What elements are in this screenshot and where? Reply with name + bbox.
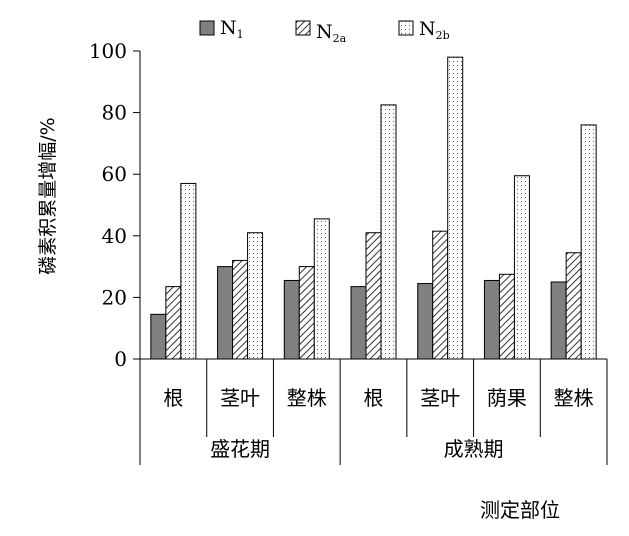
bar-n2a-3 [298,266,315,360]
y-ticks: 0 20 40 60 80 100 [89,39,140,371]
x-category-label: 整株 [554,386,594,410]
bar-n2a-5 [432,230,449,360]
bar-n2a-2 [232,259,249,360]
svg-text:N2a: N2a [316,21,347,45]
y-tick-label: 100 [89,39,127,63]
x-category-label: 根 [364,386,384,410]
bars [150,56,597,360]
bar-n1-7 [550,281,567,360]
x-axis: 根 茎叶 整株 根 茎叶 荫果 整株 盛花期 成熟期 [139,358,608,465]
legend-label-n2b: N [419,18,436,40]
x-group-label: 盛花期 [210,437,270,461]
legend-swatch-n2b [398,20,414,36]
x-group-labels: 盛花期 成熟期 [210,437,504,461]
legend-sub-n1: 1 [237,28,244,41]
legend-sub-n2a: 2a [333,32,347,45]
x-category-labels: 根 茎叶 整株 根 茎叶 荫果 整株 [163,386,593,410]
legend-label-n2a: N [316,21,333,43]
y-tick-label: 20 [102,285,127,309]
bar-n2b-7 [580,124,597,360]
bar-n1-1 [150,313,167,360]
legend-swatch-n2a [295,20,311,36]
bar-n1-6 [483,279,500,360]
y-tick-label: 0 [114,347,127,371]
bar-n2b-4 [380,104,397,360]
legend-item-n2a: N2a [295,20,347,45]
bar-n2a-7 [565,252,582,360]
y-tick-label: 60 [102,162,127,186]
x-category-label: 根 [163,386,183,410]
svg-text:N1: N1 [220,17,244,41]
legend: N1 N2a N2b [199,17,450,45]
bar-n1-2 [217,266,234,360]
bar-n1-5 [417,283,434,360]
y-tick-label: 40 [102,224,127,248]
bar-n2b-3 [313,218,330,360]
x-category-frame [139,359,608,465]
svg-text:N2b: N2b [419,18,450,42]
x-group-label: 成熟期 [444,437,504,461]
x-axis-label: 测定部位 [480,498,560,522]
bar-n2b-6 [513,175,530,360]
bar-n1-3 [283,279,300,360]
bar-n2a-1 [165,286,182,360]
x-category-label: 荫果 [487,386,527,410]
legend-swatch-n1 [199,20,215,36]
y-tick-label: 80 [102,101,127,125]
bar-n2a-4 [365,232,382,360]
legend-item-n1: N1 [199,17,244,41]
x-category-label: 茎叶 [220,386,260,410]
bar-n2b-5 [447,56,464,360]
legend-sub-n2b: 2b [436,29,450,42]
y-axis-label: 磷素积累量增幅/% [37,117,59,274]
bar-n2a-6 [498,273,515,360]
bar-n1-4 [350,286,367,360]
y-axis: 0 20 40 60 80 100 [89,39,141,371]
bar-n2b-1 [180,182,197,360]
legend-label-n1: N [220,17,237,39]
legend-item-n2b: N2b [398,18,450,42]
x-category-label: 茎叶 [420,386,460,410]
bar-n2b-2 [247,232,264,360]
x-category-label: 整株 [287,386,327,410]
